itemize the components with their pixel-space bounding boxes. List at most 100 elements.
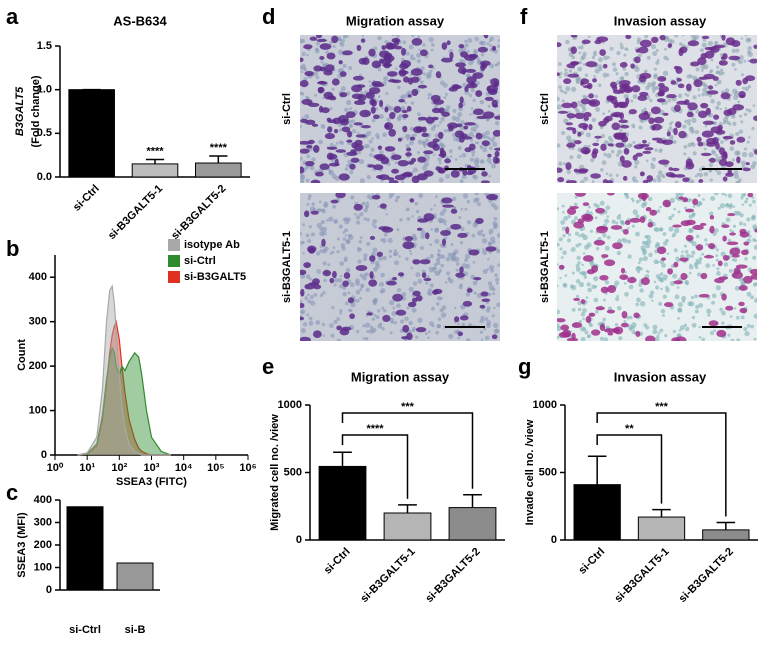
cell	[403, 76, 410, 83]
pore	[713, 329, 717, 333]
cell	[356, 44, 362, 52]
pore	[338, 38, 342, 42]
cell	[459, 315, 469, 321]
pore	[328, 216, 334, 222]
cell	[432, 289, 439, 295]
cell	[580, 299, 586, 304]
pore	[580, 180, 585, 183]
pore	[340, 86, 346, 92]
cell	[462, 169, 468, 176]
cell	[565, 122, 574, 126]
pore	[625, 195, 630, 200]
pore	[496, 302, 500, 308]
pore	[469, 131, 474, 137]
pore	[698, 325, 701, 329]
pore	[752, 282, 757, 287]
pore	[744, 200, 748, 204]
pore	[735, 48, 740, 53]
pore	[624, 271, 628, 274]
cell	[601, 254, 609, 258]
cell	[722, 135, 734, 140]
significance-bracket	[596, 434, 663, 504]
pore	[307, 197, 311, 201]
cell	[377, 145, 383, 150]
pore	[472, 280, 478, 286]
pore	[326, 218, 329, 222]
pore	[492, 141, 498, 148]
cell	[491, 99, 498, 108]
cell	[300, 316, 305, 321]
cell	[305, 119, 316, 125]
pore	[449, 155, 453, 158]
cell	[588, 93, 594, 99]
pore	[450, 243, 454, 247]
pore	[709, 331, 714, 336]
pore	[646, 55, 651, 60]
pore	[664, 47, 667, 51]
pore	[740, 160, 747, 166]
cell	[441, 238, 447, 246]
pore	[336, 237, 340, 241]
cell	[494, 150, 500, 158]
cell	[349, 163, 356, 170]
pore	[576, 154, 582, 159]
pore	[459, 241, 464, 245]
y-tick-label: 1000	[278, 399, 302, 411]
pore	[337, 278, 343, 283]
pore	[322, 334, 326, 337]
pore	[464, 253, 471, 260]
cell	[481, 62, 488, 69]
x-tick-label: si-Ctrl	[322, 546, 353, 577]
pore	[405, 51, 410, 56]
error-bar	[587, 455, 607, 485]
pore	[351, 128, 357, 134]
pore	[691, 322, 697, 328]
cell	[459, 96, 464, 104]
cell	[566, 337, 579, 341]
cell	[698, 179, 704, 183]
y-tick-label: 1.5	[37, 40, 52, 52]
cell	[574, 140, 582, 145]
cell	[588, 312, 596, 317]
pore	[661, 263, 666, 268]
pore	[659, 148, 663, 152]
cell	[417, 218, 429, 223]
pore	[717, 206, 721, 210]
panel-letter: d	[262, 4, 275, 29]
cell	[612, 89, 623, 94]
cell	[402, 324, 410, 333]
pore	[594, 216, 598, 220]
cell	[685, 208, 695, 213]
pore	[658, 301, 663, 306]
pore	[698, 172, 704, 178]
cell	[641, 193, 647, 202]
cell	[365, 91, 375, 99]
pore	[615, 221, 619, 225]
pore	[734, 285, 740, 291]
pore	[638, 257, 643, 262]
pore	[476, 81, 480, 85]
pore	[753, 337, 757, 341]
cell	[439, 150, 447, 159]
cell	[367, 164, 375, 168]
pore	[427, 336, 430, 339]
pore	[738, 55, 744, 61]
pore	[414, 201, 419, 206]
pore	[368, 80, 371, 84]
pore	[387, 237, 393, 244]
pore	[750, 324, 754, 329]
pore	[343, 36, 346, 39]
cell	[306, 144, 313, 149]
cell	[379, 58, 385, 63]
pore	[493, 205, 499, 211]
cell	[665, 172, 675, 178]
cell	[410, 68, 423, 76]
cell	[494, 147, 500, 151]
pore	[704, 84, 709, 89]
pore	[419, 245, 424, 251]
pore	[359, 212, 364, 217]
pore	[373, 267, 378, 272]
pore	[458, 284, 463, 290]
pore	[688, 214, 693, 219]
cell	[671, 167, 680, 172]
